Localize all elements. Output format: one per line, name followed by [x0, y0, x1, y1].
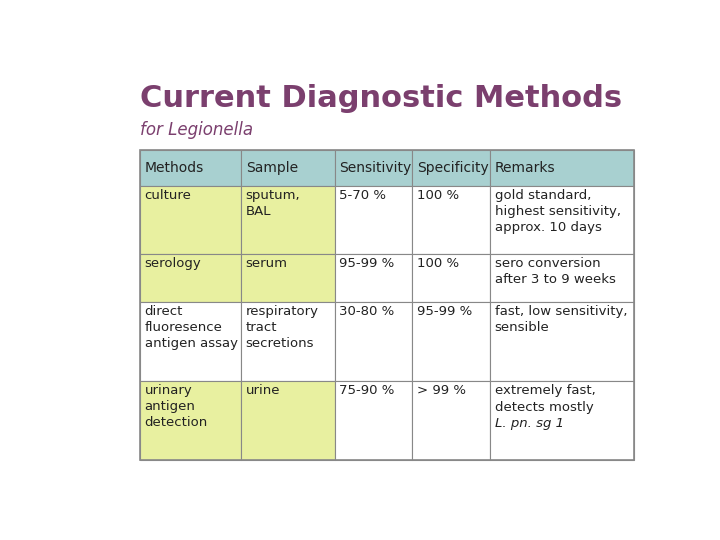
- Bar: [241, 381, 335, 460]
- Bar: [490, 254, 634, 302]
- Bar: [140, 150, 241, 186]
- Text: > 99 %: > 99 %: [417, 384, 466, 397]
- Bar: [140, 254, 241, 302]
- Text: serum: serum: [246, 257, 288, 270]
- Text: Sensitivity: Sensitivity: [339, 161, 411, 175]
- Bar: [490, 186, 634, 254]
- Text: respiratory
tract
secretions: respiratory tract secretions: [246, 305, 319, 350]
- Text: Current Diagnostic Methods: Current Diagnostic Methods: [140, 84, 622, 112]
- Bar: [140, 302, 241, 381]
- Bar: [241, 186, 335, 254]
- Text: for Legionella: for Legionella: [140, 121, 253, 139]
- Text: Sample: Sample: [246, 161, 298, 175]
- Text: direct
fluoresence
antigen assay: direct fluoresence antigen assay: [145, 305, 238, 350]
- Bar: [490, 150, 634, 186]
- Text: 100 %: 100 %: [417, 257, 459, 270]
- Bar: [490, 381, 634, 460]
- Text: serology: serology: [145, 257, 202, 270]
- Bar: [335, 381, 413, 460]
- Bar: [413, 254, 490, 302]
- Text: urine: urine: [246, 384, 280, 397]
- Bar: [140, 150, 634, 460]
- Bar: [413, 381, 490, 460]
- Bar: [241, 254, 335, 302]
- Bar: [335, 302, 413, 381]
- Bar: [140, 186, 241, 254]
- Bar: [335, 186, 413, 254]
- Text: sero conversion
after 3 to 9 weeks: sero conversion after 3 to 9 weeks: [495, 257, 616, 286]
- Bar: [140, 381, 241, 460]
- Text: 30-80 %: 30-80 %: [339, 305, 395, 318]
- Text: 5-70 %: 5-70 %: [339, 189, 386, 202]
- Text: Specificity: Specificity: [417, 161, 489, 175]
- Text: extremely fast,: extremely fast,: [495, 384, 595, 397]
- Bar: [413, 150, 490, 186]
- Text: sputum,
BAL: sputum, BAL: [246, 189, 300, 218]
- Bar: [335, 150, 413, 186]
- Bar: [241, 302, 335, 381]
- Text: 95-99 %: 95-99 %: [339, 257, 395, 270]
- Text: Remarks: Remarks: [495, 161, 555, 175]
- Text: gold standard,
highest sensitivity,
approx. 10 days: gold standard, highest sensitivity, appr…: [495, 189, 621, 234]
- Text: fast, low sensitivity,
sensible: fast, low sensitivity, sensible: [495, 305, 627, 334]
- Text: detects mostly: detects mostly: [495, 401, 593, 414]
- Text: culture: culture: [145, 189, 192, 202]
- Bar: [241, 150, 335, 186]
- Text: 95-99 %: 95-99 %: [417, 305, 472, 318]
- Bar: [413, 302, 490, 381]
- Bar: [335, 254, 413, 302]
- Text: Methods: Methods: [145, 161, 204, 175]
- Text: urinary
antigen
detection: urinary antigen detection: [145, 384, 208, 429]
- Bar: [413, 186, 490, 254]
- Bar: [490, 302, 634, 381]
- Text: L. pn. sg 1: L. pn. sg 1: [495, 417, 564, 430]
- Text: 100 %: 100 %: [417, 189, 459, 202]
- Text: 75-90 %: 75-90 %: [339, 384, 395, 397]
